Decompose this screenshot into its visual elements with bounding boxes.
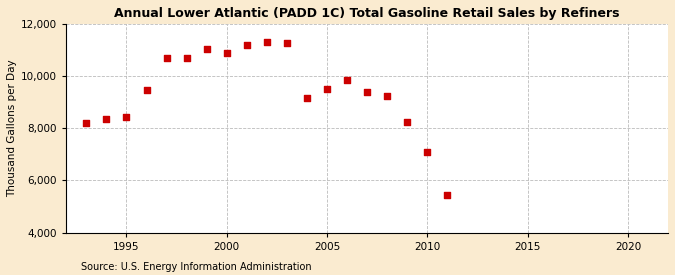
Point — [161, 56, 172, 60]
Text: Source: U.S. Energy Information Administration: Source: U.S. Energy Information Administ… — [81, 262, 312, 272]
Y-axis label: Thousand Gallons per Day: Thousand Gallons per Day — [7, 59, 17, 197]
Point — [81, 121, 92, 125]
Point — [422, 150, 433, 154]
Point — [181, 56, 192, 60]
Point — [242, 43, 252, 47]
Point — [322, 87, 333, 91]
Point — [362, 89, 373, 94]
Point — [261, 40, 272, 44]
Point — [221, 50, 232, 55]
Point — [342, 78, 352, 82]
Point — [121, 115, 132, 119]
Point — [302, 96, 313, 100]
Point — [442, 192, 453, 197]
Point — [382, 94, 393, 98]
Point — [141, 88, 152, 93]
Title: Annual Lower Atlantic (PADD 1C) Total Gasoline Retail Sales by Refiners: Annual Lower Atlantic (PADD 1C) Total Ga… — [114, 7, 620, 20]
Point — [281, 41, 292, 46]
Point — [402, 120, 412, 124]
Point — [101, 117, 112, 121]
Point — [201, 46, 212, 51]
